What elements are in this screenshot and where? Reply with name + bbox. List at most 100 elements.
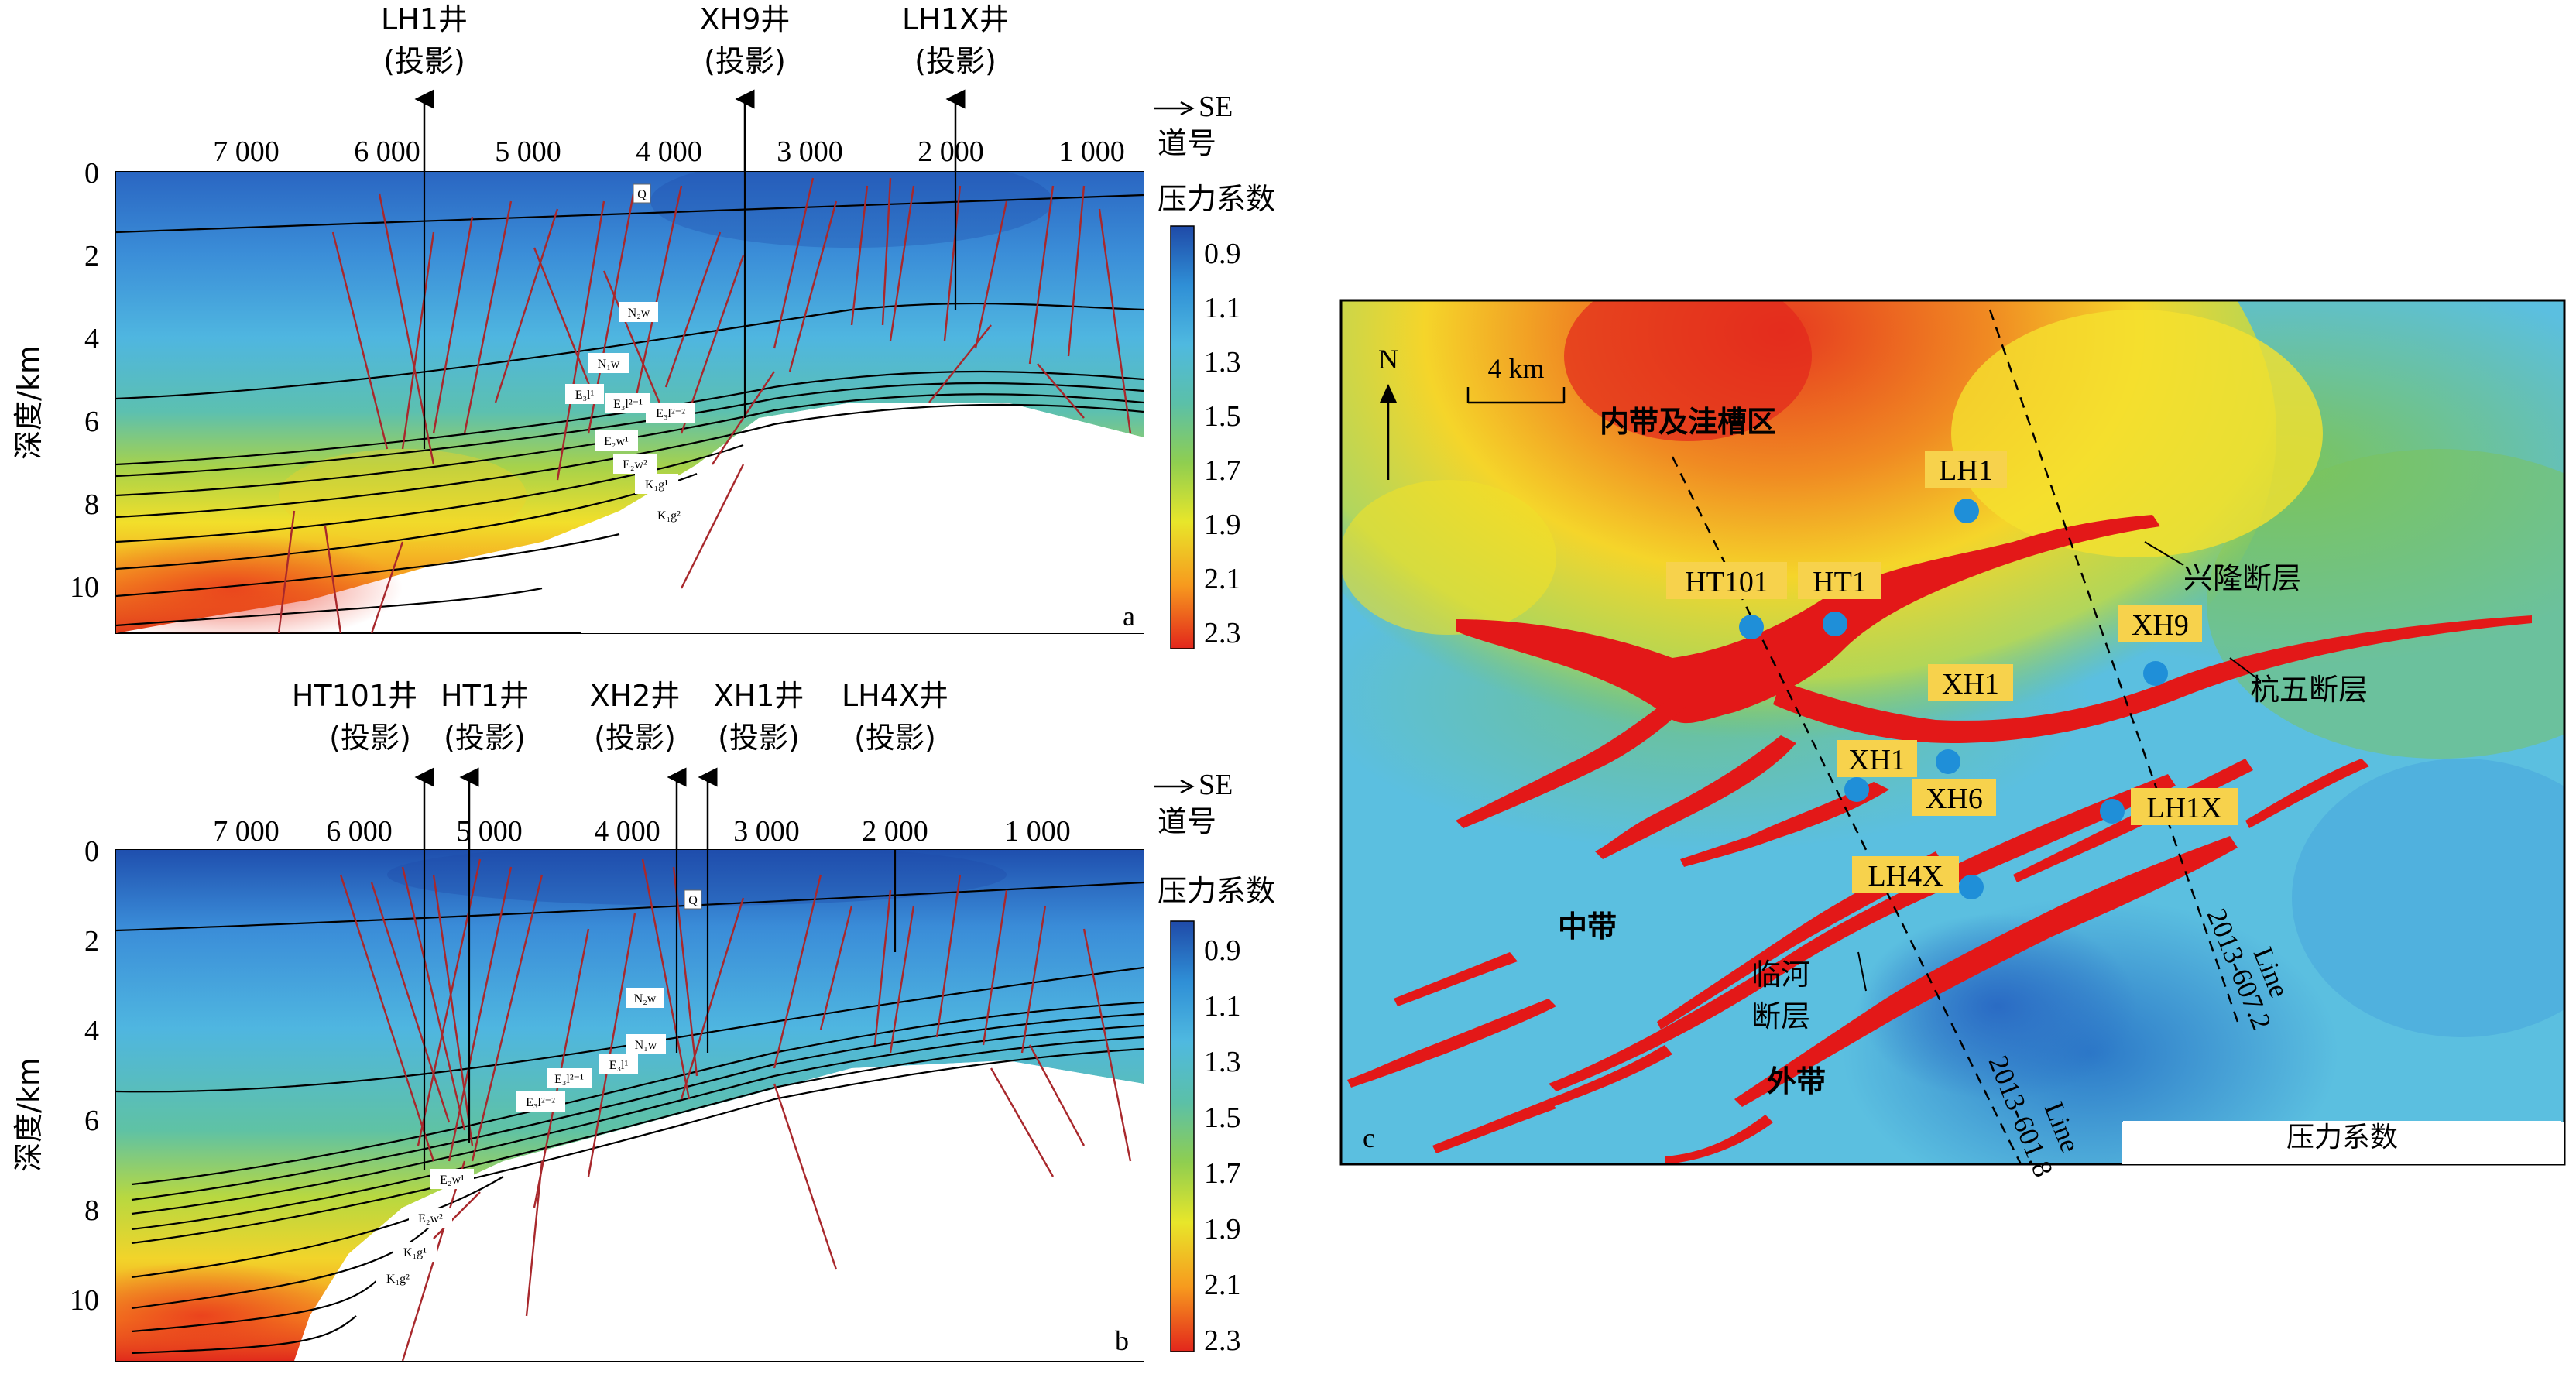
panel-a-colorbar	[1170, 225, 1195, 649]
cbar-tick: 1.9	[1204, 509, 1241, 541]
map-frame	[1339, 299, 2566, 1166]
y-tick: 6	[84, 406, 99, 438]
cbar-tick: 1.1	[1204, 292, 1241, 324]
well-dot	[1739, 615, 1764, 639]
x-tick: 2 000	[918, 135, 984, 168]
well-sub: (投影)	[854, 721, 936, 755]
fault-label: 兴隆断层	[2183, 561, 2301, 595]
well-dot	[1936, 749, 1960, 774]
x-tick: 5 000	[456, 815, 523, 848]
map-legend-box	[2123, 1121, 2561, 1163]
y-tick: 0	[84, 835, 99, 868]
y-tick: 8	[84, 1194, 99, 1227]
layer-label: E₃l¹	[575, 389, 595, 402]
colorbar-title: 压力系数	[1158, 874, 1275, 908]
panel-a-y-ticks: 0 2 4 6 8 10	[70, 157, 99, 604]
cbar-tick: 1.3	[1204, 1046, 1241, 1078]
direction-label: SE	[1199, 769, 1233, 801]
panel-b-well-heads: HT101井 (投影) HT1井 (投影) XH2井 (投影) XH1井 (投影…	[292, 679, 948, 850]
panel-b-well-tracks	[423, 850, 897, 1170]
well-label: HT1	[1813, 566, 1867, 598]
well-label: XH9	[2132, 609, 2189, 642]
zone-label: 外带	[1767, 1064, 1826, 1098]
layer-label: E₂w¹	[440, 1174, 465, 1187]
well-sub: (投影)	[718, 721, 800, 755]
cbar-tick: 1.5	[1204, 400, 1241, 433]
well-sub: (投影)	[914, 44, 996, 78]
well-name: LH1井	[381, 2, 468, 36]
panel-a-colorbar-ticks: 0.9 1.1 1.3 1.5 1.7 1.9 2.1 2.3	[1204, 238, 1241, 649]
panel-a-layer-labels: Q N₂w N₁w E₃l¹ E₃l²⁻¹ E₃l²⁻² E₂w¹ E₂w² K…	[565, 183, 695, 525]
panel-a-basement	[581, 403, 1144, 633]
x-tick: 7 000	[213, 135, 280, 168]
y-tick: 2	[84, 240, 99, 272]
panel-letter: c	[1363, 1122, 1375, 1153]
y-tick: 4	[84, 1015, 99, 1047]
layer-label: E₃l²⁻²	[656, 407, 685, 420]
cbar-tick: 2.3	[1204, 1324, 1241, 1357]
layer-label: E₂w¹	[604, 435, 629, 448]
x-tick: 7 000	[213, 815, 280, 848]
y-tick: 10	[70, 1284, 99, 1317]
x-tick: 5 000	[495, 135, 561, 168]
panel-b-basement	[294, 1060, 1144, 1361]
well-dot	[1954, 499, 1979, 523]
cbar-tick: 1.7	[1204, 1157, 1241, 1190]
x-tick: 3 000	[733, 815, 800, 848]
layer-label: E₂w²	[418, 1212, 443, 1225]
trace-axis-label: 道号	[1158, 804, 1216, 838]
x-tick: 1 000	[1004, 815, 1071, 848]
well-name: HT101井	[292, 679, 417, 713]
cbar-tick: 0.9	[1204, 934, 1241, 967]
well-dot	[2100, 799, 2125, 824]
y-tick: 0	[84, 157, 99, 190]
layer-label: N₂w	[634, 992, 657, 1006]
panel-b-horizons	[116, 881, 1144, 1355]
well-dot	[1823, 612, 1847, 636]
well-dot	[2143, 661, 2168, 686]
map-legend-title: 压力系数	[2286, 1122, 2398, 1153]
well-label: LH1X	[2146, 792, 2221, 824]
fault-label: 临河	[1751, 958, 1810, 992]
x-tick: 6 000	[326, 815, 393, 848]
cbar-tick: 1.1	[1204, 990, 1241, 1023]
layer-label: K₁g¹	[645, 478, 668, 492]
layer-label: Q	[688, 894, 698, 907]
well-name: XH1井	[714, 679, 804, 713]
well-sub: (投影)	[383, 44, 465, 78]
well-dot	[1959, 875, 1984, 899]
x-tick: 6 000	[354, 135, 420, 168]
map-well-dots	[1739, 499, 2168, 899]
well-label: XH1	[1848, 744, 1905, 776]
well-label: LH1	[1939, 454, 1993, 487]
layer-label: K₁g¹	[403, 1246, 427, 1259]
y-tick: 8	[84, 488, 99, 521]
layer-label: E₃l¹	[609, 1059, 629, 1072]
panel-b-colorbar-ticks: 0.9 1.1 1.3 1.5 1.7 1.9 2.1 2.3	[1204, 934, 1241, 1357]
colorbar-title: 压力系数	[1158, 182, 1275, 216]
x-tick: 3 000	[777, 135, 843, 168]
layer-label: N₂w	[628, 307, 650, 320]
well-label: XH6	[1926, 783, 1983, 815]
depth-axis-label: 深度/km	[12, 345, 46, 460]
cbar-tick: 1.3	[1204, 346, 1241, 379]
panel-b-pressure-field	[116, 850, 1144, 1361]
x-tick: 4 000	[594, 815, 660, 848]
layer-label: E₃l²⁻¹	[613, 398, 643, 411]
panel-b-faults	[339, 858, 1132, 1361]
cbar-tick: 2.1	[1204, 563, 1241, 595]
well-label: HT101	[1685, 566, 1768, 598]
well-label: LH4X	[1868, 860, 1943, 893]
layer-label: N₁w	[598, 358, 620, 371]
well-name: XH9井	[700, 2, 791, 36]
well-dot	[1844, 777, 1869, 802]
trace-axis-label: 道号	[1158, 126, 1216, 160]
layer-label: E₃l²⁻¹	[554, 1073, 584, 1086]
well-name: LH4X井	[842, 679, 948, 713]
fault-label: 断层	[1751, 999, 1810, 1033]
panel-b-y-ticks: 0 2 4 6 8 10	[70, 835, 99, 1317]
scale-label: 4 km	[1487, 353, 1544, 384]
panel-b-x-ticks: 7 000 6 000 5 000 4 000 3 000 2 000 1 00…	[213, 815, 1071, 848]
zone-label: 内带及洼槽区	[1600, 405, 1776, 439]
